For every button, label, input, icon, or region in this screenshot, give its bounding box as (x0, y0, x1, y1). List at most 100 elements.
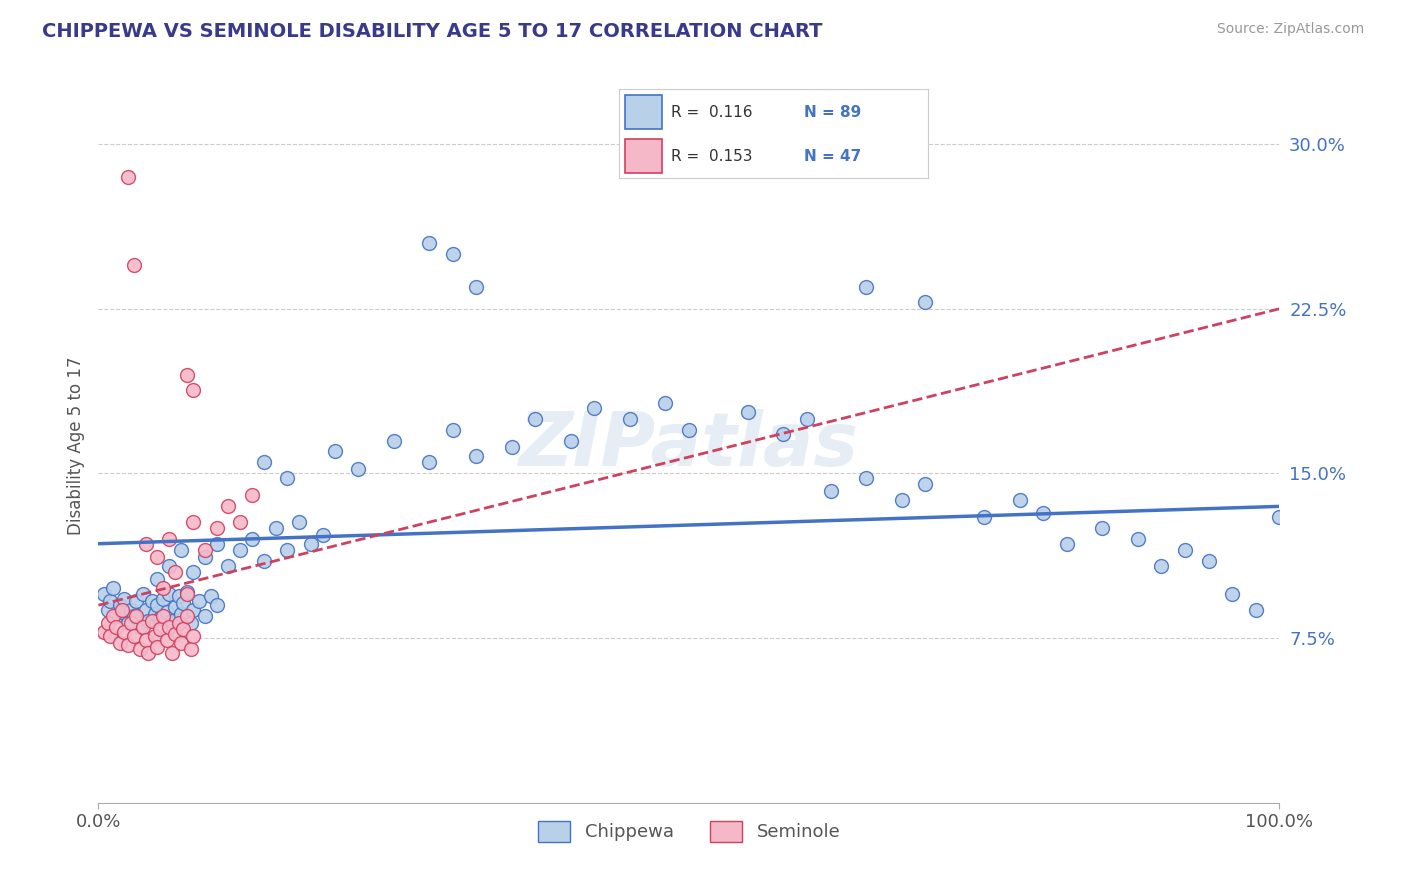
Point (194, 549, 217, 564)
Text: R =  0.116: R = 0.116 (671, 105, 752, 120)
Point (141, 614, 163, 628)
Point (1174, 543, 1197, 558)
Point (1091, 521, 1114, 535)
Point (180, 615, 202, 630)
Point (524, 411, 547, 425)
Point (347, 462, 370, 476)
Point (264, 521, 287, 535)
Point (465, 449, 488, 463)
Point (152, 591, 174, 606)
Point (117, 615, 139, 630)
Point (855, 471, 877, 485)
Point (180, 642, 202, 657)
Point (121, 615, 143, 630)
Point (97, 615, 120, 630)
Text: Source: ZipAtlas.com: Source: ZipAtlas.com (1216, 22, 1364, 37)
Point (973, 510, 995, 524)
Point (121, 602, 143, 616)
Point (253, 554, 276, 568)
Point (111, 602, 134, 616)
Text: CHIPPEWA VS SEMINOLE DISABILITY AGE 5 TO 17 CORRELATION CHART: CHIPPEWA VS SEMINOLE DISABILITY AGE 5 TO… (42, 22, 823, 41)
Point (112, 591, 135, 606)
Point (560, 434, 582, 448)
Point (229, 515, 252, 529)
Point (165, 566, 187, 580)
Point (194, 543, 217, 558)
Point (141, 594, 163, 608)
Text: ZIPatlas: ZIPatlas (519, 409, 859, 483)
Point (149, 611, 172, 625)
Point (181, 515, 204, 529)
Point (276, 543, 298, 558)
Point (217, 500, 239, 514)
Point (97, 602, 120, 616)
Point (170, 607, 193, 621)
Point (128, 642, 150, 657)
Point (855, 280, 877, 294)
Point (93, 624, 115, 639)
Point (205, 598, 228, 612)
Point (737, 405, 759, 419)
Point (205, 521, 228, 535)
Point (156, 605, 179, 619)
Text: R =  0.153: R = 0.153 (671, 149, 752, 163)
Point (205, 537, 228, 551)
Point (172, 623, 194, 637)
Point (117, 638, 139, 652)
Point (157, 558, 180, 573)
Point (98, 594, 121, 608)
Point (176, 368, 198, 382)
Point (253, 455, 276, 469)
Point (914, 295, 936, 310)
Point (276, 471, 298, 485)
Bar (624, 95, 662, 129)
Point (1244, 602, 1267, 616)
Point (229, 543, 252, 558)
Point (128, 620, 150, 634)
Point (176, 609, 198, 624)
Point (143, 629, 166, 643)
Point (112, 624, 135, 639)
Point (108, 598, 131, 612)
Point (167, 615, 190, 630)
Point (1150, 558, 1173, 573)
Point (1032, 506, 1054, 520)
Point (170, 543, 193, 558)
Point (418, 235, 440, 250)
Point (820, 483, 842, 498)
Point (418, 455, 440, 469)
Point (176, 587, 198, 601)
Point (105, 609, 128, 624)
Legend: Chippewa, Seminole: Chippewa, Seminole (529, 812, 849, 851)
Point (157, 620, 180, 634)
Point (101, 609, 124, 624)
Point (135, 633, 157, 648)
Point (93, 587, 115, 601)
Point (122, 258, 145, 272)
Point (1126, 533, 1149, 547)
Point (441, 423, 464, 437)
Point (167, 590, 190, 604)
Point (157, 533, 180, 547)
Point (146, 572, 169, 586)
Point (217, 558, 239, 573)
Point (1056, 537, 1078, 551)
Point (240, 533, 263, 547)
Point (181, 629, 204, 643)
Point (240, 488, 263, 502)
Point (583, 401, 606, 415)
Point (678, 423, 700, 437)
Point (146, 598, 169, 612)
Point (122, 629, 145, 643)
Point (156, 633, 179, 648)
Point (176, 585, 198, 599)
Point (125, 594, 148, 608)
Point (165, 626, 187, 640)
Point (160, 614, 183, 628)
Point (172, 596, 194, 610)
Point (1220, 587, 1243, 601)
Point (796, 411, 818, 425)
Bar (624, 139, 662, 173)
Text: N = 89: N = 89 (804, 105, 862, 120)
Point (165, 600, 187, 615)
